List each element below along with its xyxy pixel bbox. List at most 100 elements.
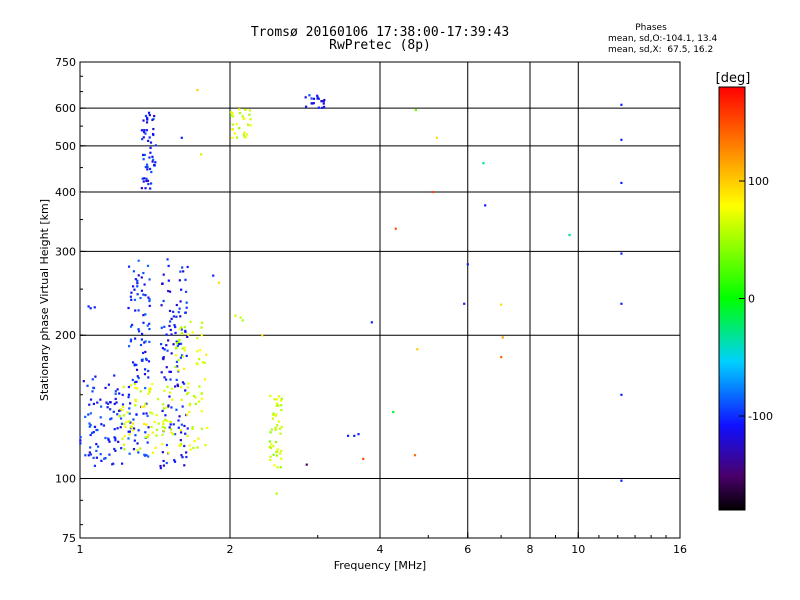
data-point xyxy=(165,333,168,336)
data-point xyxy=(118,392,121,395)
data-point xyxy=(249,118,252,121)
data-point xyxy=(161,347,164,350)
data-point xyxy=(184,290,188,293)
data-point xyxy=(136,449,139,452)
data-point xyxy=(305,463,308,466)
data-point xyxy=(133,381,137,384)
data-point xyxy=(147,369,150,373)
data-point xyxy=(270,443,273,446)
data-point xyxy=(321,106,324,109)
data-point xyxy=(145,179,148,183)
data-point xyxy=(200,427,203,430)
colorbar-label: [deg] xyxy=(716,71,751,86)
data-point xyxy=(200,153,203,156)
data-point xyxy=(185,451,188,454)
data-point xyxy=(87,413,90,416)
data-point xyxy=(95,456,98,459)
data-point xyxy=(179,429,183,432)
data-point xyxy=(310,102,313,105)
data-point xyxy=(205,353,208,356)
data-point xyxy=(136,375,139,378)
data-point xyxy=(144,386,147,390)
data-point xyxy=(238,127,241,130)
data-point xyxy=(110,417,113,420)
data-point xyxy=(312,102,315,105)
data-point xyxy=(275,454,279,457)
data-point xyxy=(164,418,167,421)
data-point xyxy=(139,390,142,393)
data-point xyxy=(269,458,272,462)
data-point xyxy=(145,454,148,457)
data-point xyxy=(151,160,154,163)
data-point xyxy=(175,342,178,345)
data-point xyxy=(194,402,198,405)
data-point xyxy=(169,370,172,374)
data-point xyxy=(248,109,252,112)
stats-x-mode: mean, sd,X: 67.5, 16.2 xyxy=(608,45,714,55)
data-point xyxy=(168,370,171,373)
data-point xyxy=(89,412,92,415)
data-point xyxy=(144,166,147,169)
data-point xyxy=(163,348,166,351)
data-point xyxy=(142,180,145,183)
data-point xyxy=(186,386,189,389)
data-point xyxy=(104,386,107,390)
data-point xyxy=(317,97,320,100)
data-point xyxy=(162,459,165,463)
data-point xyxy=(128,430,131,433)
data-point xyxy=(370,321,373,324)
data-point xyxy=(113,402,116,405)
data-point xyxy=(140,187,143,190)
data-point xyxy=(198,385,201,388)
data-point xyxy=(135,368,139,371)
data-point xyxy=(183,464,186,467)
data-point xyxy=(91,378,94,381)
data-point xyxy=(177,426,180,429)
data-point xyxy=(231,128,234,131)
data-point xyxy=(179,300,182,303)
data-point xyxy=(131,429,134,432)
data-point xyxy=(169,328,172,332)
data-point xyxy=(248,113,251,116)
data-point xyxy=(176,344,179,348)
data-point xyxy=(145,116,149,120)
data-point xyxy=(99,416,102,419)
data-point xyxy=(185,301,188,304)
data-point xyxy=(322,99,325,103)
data-point xyxy=(175,303,178,307)
y-tick-label: 400 xyxy=(55,186,76,199)
data-point xyxy=(501,336,504,339)
data-point xyxy=(173,460,177,463)
data-point xyxy=(136,387,139,390)
data-point xyxy=(154,446,157,449)
data-point xyxy=(233,132,237,135)
data-point xyxy=(181,381,185,384)
data-point xyxy=(128,452,131,455)
y-tick-label: 750 xyxy=(55,56,76,69)
data-point xyxy=(191,426,194,429)
data-point xyxy=(188,402,192,406)
data-point xyxy=(120,447,123,450)
data-point xyxy=(161,451,164,454)
data-point xyxy=(127,393,131,396)
data-point xyxy=(99,398,102,401)
data-point xyxy=(183,349,186,352)
data-point xyxy=(280,425,283,429)
data-point xyxy=(132,418,135,421)
data-point xyxy=(196,446,199,449)
data-point xyxy=(275,402,279,405)
data-point xyxy=(147,182,150,186)
data-point xyxy=(112,410,115,413)
data-point xyxy=(137,451,140,454)
data-point xyxy=(131,361,135,364)
data-point xyxy=(162,464,166,467)
data-point xyxy=(185,354,188,358)
data-point xyxy=(122,443,126,446)
data-point xyxy=(122,414,126,417)
data-point xyxy=(620,252,623,255)
data-point xyxy=(128,402,132,405)
data-point xyxy=(274,428,277,431)
data-point xyxy=(142,321,145,324)
data-point xyxy=(189,320,192,323)
data-point xyxy=(142,153,145,157)
